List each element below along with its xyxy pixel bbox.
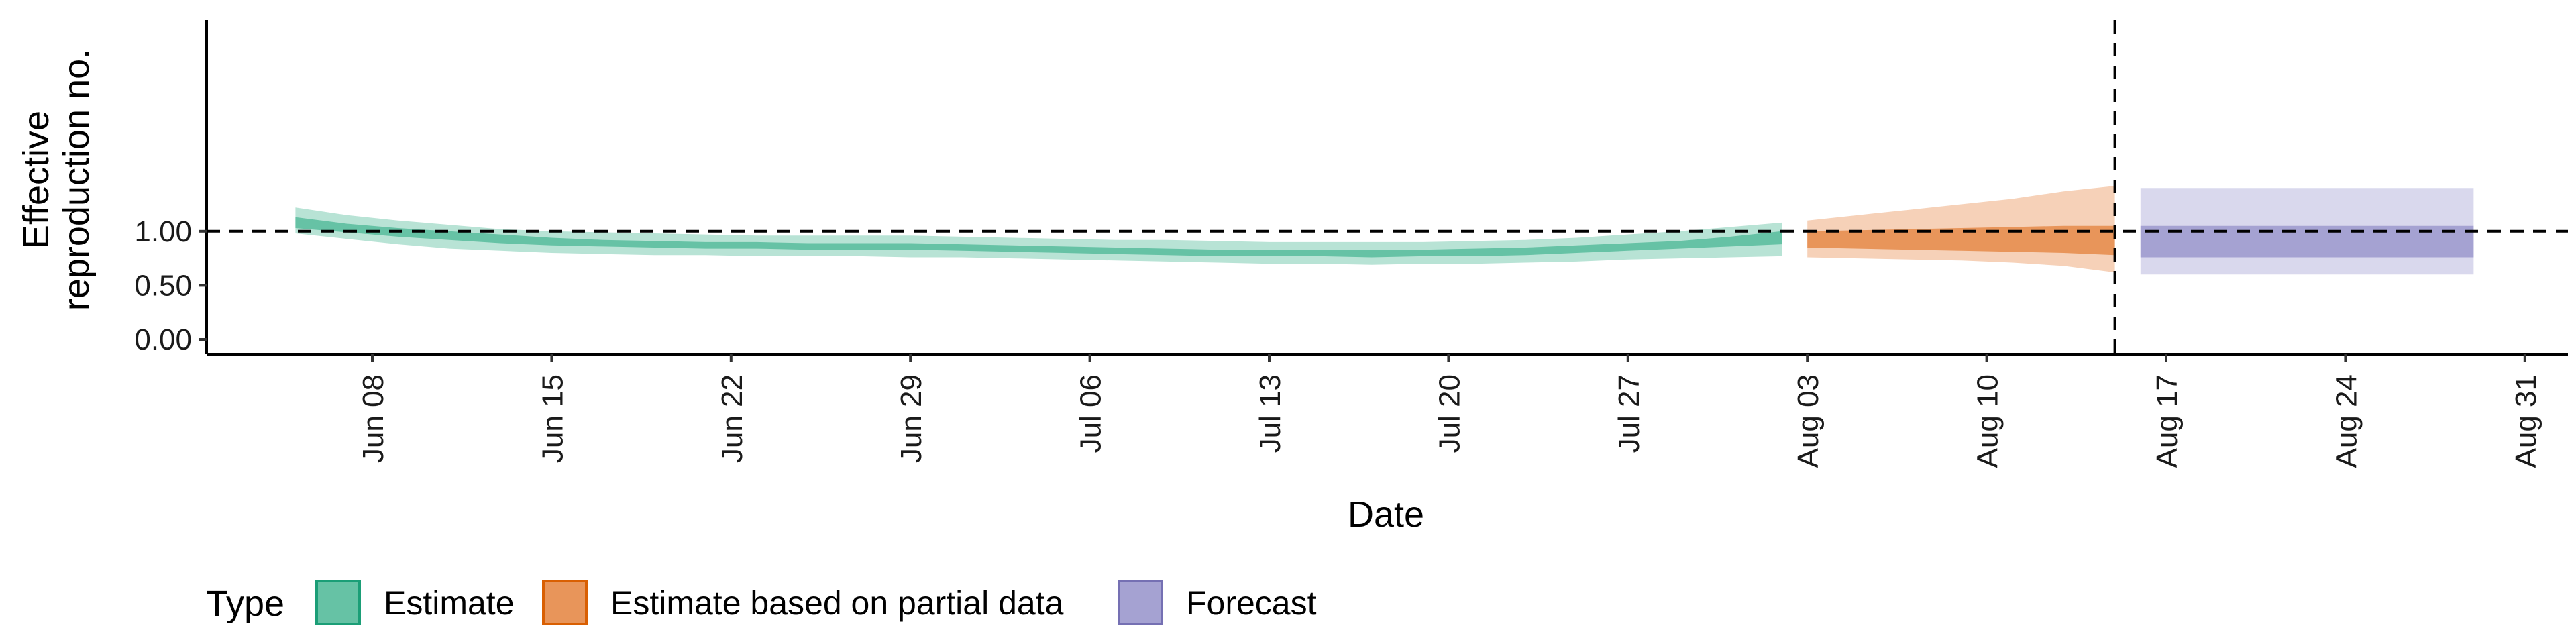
legend-label-estimate-based-on-partial-data: Estimate based on partial data xyxy=(610,584,1064,622)
legend-swatch-estimate-based-on-partial-data xyxy=(542,580,588,625)
y-axis-title: Effective reproduction no. xyxy=(16,49,97,311)
x-tick-label: Jun 22 xyxy=(716,374,749,463)
legend-swatch-forecast xyxy=(1118,580,1163,625)
x-tick-label: Jul 06 xyxy=(1075,374,1108,453)
estimate-inner-band xyxy=(295,217,1782,258)
x-tick-label: Jul 27 xyxy=(1613,374,1646,453)
x-tick-label: Jun 15 xyxy=(536,374,569,463)
x-tick-label: Jun 08 xyxy=(357,374,390,463)
legend-title: Type xyxy=(206,584,284,624)
y-axis-title-line2: reproduction no. xyxy=(56,49,97,311)
estimate-based-on-partial-data-inner-band xyxy=(1807,225,2115,256)
y-axis-ticks: 0.00 0.50 1.00 xyxy=(134,215,207,356)
x-tick-label: Aug 31 xyxy=(2510,374,2542,468)
x-tick-label: Aug 24 xyxy=(2330,374,2363,468)
y-tick-label: 0.50 xyxy=(134,269,192,302)
legend-swatch-estimate xyxy=(315,580,361,625)
x-tick-label: Aug 03 xyxy=(1792,374,1825,468)
x-tick-label: Aug 17 xyxy=(2151,374,2184,468)
x-axis-ticks: Jun 08 Jun 15 Jun 22 Jun 29 Jul 06 Jul 13 Jul … xyxy=(357,354,2542,468)
x-tick-label: Jul 20 xyxy=(1433,374,1466,453)
x-tick-label: Aug 10 xyxy=(1972,374,2004,468)
x-tick-label: Jun 29 xyxy=(895,374,928,463)
x-tick-label: Jul 13 xyxy=(1254,374,1287,453)
legend-label-estimate: Estimate xyxy=(384,584,515,622)
legend-label-forecast: Forecast xyxy=(1186,584,1317,622)
forecast-inner-band xyxy=(2140,225,2474,258)
y-tick-label: 0.00 xyxy=(134,323,192,356)
x-axis-title: Date xyxy=(1348,494,1424,535)
y-tick-label: 1.00 xyxy=(134,215,192,248)
legend: Type Estimate Estimate based on partial d… xyxy=(206,580,1317,625)
y-axis-title-line1: Effective xyxy=(16,111,56,249)
